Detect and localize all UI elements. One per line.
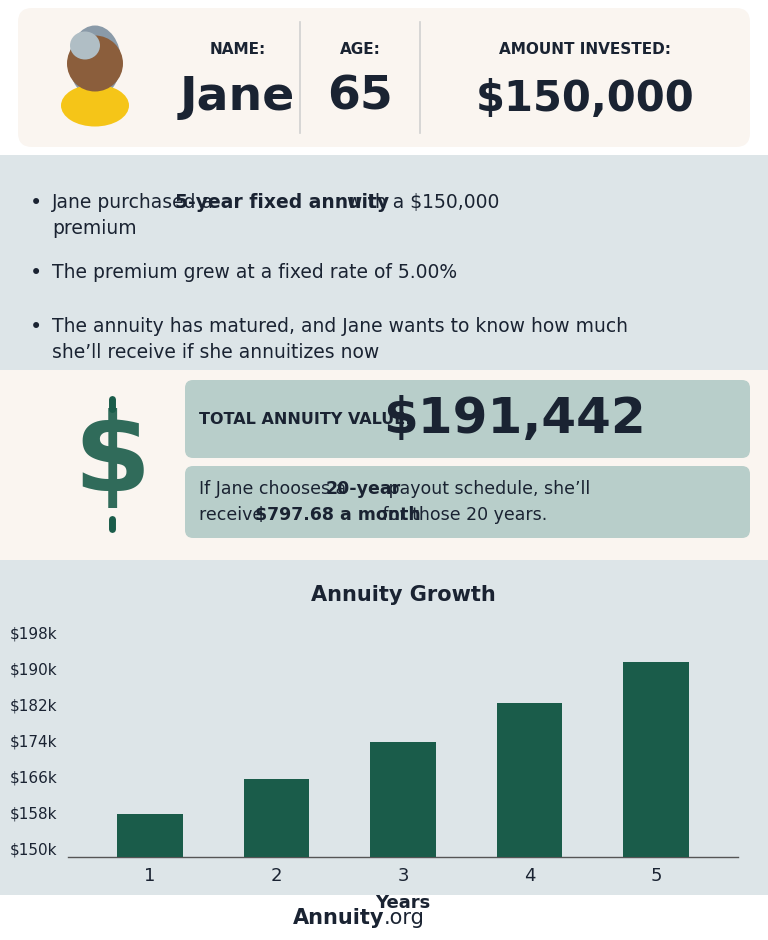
Text: $191,442: $191,442 — [383, 395, 646, 443]
Ellipse shape — [70, 32, 100, 59]
Text: $: $ — [74, 408, 151, 514]
Text: •: • — [30, 317, 42, 337]
Text: $150,000: $150,000 — [475, 78, 694, 120]
Bar — [0, 155, 768, 370]
Text: •: • — [30, 263, 42, 283]
Text: 20-year: 20-year — [326, 480, 401, 498]
Bar — [497, 703, 562, 940]
Text: 65: 65 — [327, 75, 393, 120]
Bar — [623, 663, 689, 940]
Bar — [243, 779, 310, 940]
X-axis label: Years: Years — [376, 894, 431, 912]
Text: TOTAL ANNUITY VALUE:: TOTAL ANNUITY VALUE: — [199, 412, 412, 427]
Text: she’ll receive if she annuitizes now: she’ll receive if she annuitizes now — [52, 343, 379, 362]
FancyBboxPatch shape — [185, 466, 750, 538]
Text: receive: receive — [199, 506, 269, 524]
Ellipse shape — [69, 25, 121, 98]
Text: .org: .org — [384, 907, 425, 928]
Text: NAME:: NAME: — [210, 42, 266, 57]
Text: $797.68 a month: $797.68 a month — [256, 506, 421, 524]
Bar — [0, 895, 768, 940]
Text: If Jane chooses a: If Jane chooses a — [199, 480, 352, 498]
Circle shape — [67, 36, 123, 91]
Text: Jane: Jane — [180, 75, 295, 120]
Text: Annuity: Annuity — [293, 907, 384, 928]
Text: •: • — [30, 193, 42, 213]
Text: Jane purchased a: Jane purchased a — [52, 193, 220, 212]
Text: premium: premium — [52, 219, 137, 238]
Bar — [0, 370, 768, 560]
Bar — [370, 742, 436, 940]
Text: The annuity has matured, and Jane wants to know how much: The annuity has matured, and Jane wants … — [52, 317, 628, 336]
Title: Annuity Growth: Annuity Growth — [310, 585, 495, 605]
Text: for those 20 years.: for those 20 years. — [377, 506, 547, 524]
FancyBboxPatch shape — [18, 8, 750, 147]
Text: AGE:: AGE: — [339, 42, 380, 57]
Ellipse shape — [61, 85, 129, 127]
Bar — [118, 814, 183, 940]
Bar — [0, 560, 768, 915]
Text: payout schedule, she’ll: payout schedule, she’ll — [382, 480, 590, 498]
Text: 5-year fixed annuity: 5-year fixed annuity — [175, 193, 389, 212]
Text: with a $150,000: with a $150,000 — [341, 193, 500, 212]
Text: AMOUNT INVESTED:: AMOUNT INVESTED: — [499, 42, 671, 57]
Text: The premium grew at a fixed rate of 5.00%: The premium grew at a fixed rate of 5.00… — [52, 263, 457, 282]
FancyBboxPatch shape — [185, 380, 750, 458]
